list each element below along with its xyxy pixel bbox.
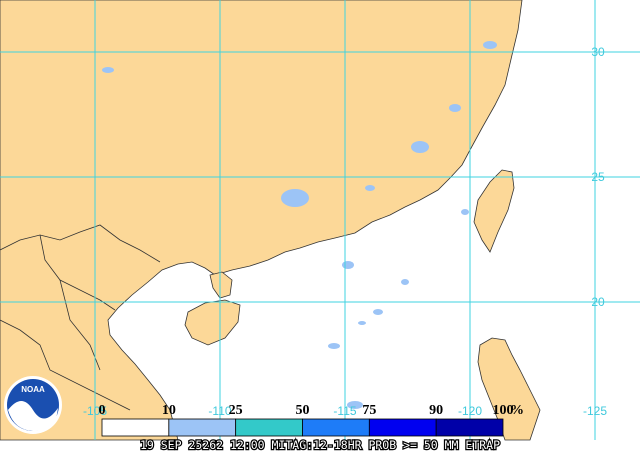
graticule: 30 25 20 -105 -110 -115 -120 -125 [0, 0, 640, 440]
lake [281, 189, 309, 207]
lon-label: -115 [333, 404, 356, 418]
rain-spot [373, 309, 383, 315]
lat-label: 30 [591, 45, 605, 59]
legend: 0 10 25 50 75 90 100% [99, 403, 524, 437]
rain-spot [328, 343, 340, 349]
rain-spot [461, 209, 469, 215]
legend-label: 50 [296, 403, 310, 418]
legend-label: 90 [429, 403, 443, 418]
logo-text: NOAA [21, 385, 45, 394]
logo-wave [8, 401, 58, 432]
legend-label: 100 [493, 403, 514, 418]
lon-label: -120 [458, 404, 482, 418]
legend-label: 25 [229, 403, 243, 418]
lake [365, 185, 375, 191]
lat-label: 25 [591, 170, 605, 184]
lake [483, 41, 497, 49]
legend-swatch [101, 418, 170, 437]
legend-swatch [302, 418, 370, 437]
legend-swatch [235, 418, 303, 437]
rain-spot [358, 321, 366, 325]
rain-spot [401, 279, 409, 285]
legend-label: 10 [162, 403, 176, 418]
lon-label: -110 [208, 404, 231, 418]
border-line [0, 224, 161, 263]
rain-spot [342, 261, 354, 269]
land [0, 0, 541, 441]
luzon [477, 337, 541, 441]
leizhou [209, 271, 233, 299]
lake [449, 104, 461, 112]
lon-label: -105 [83, 404, 107, 418]
hainan [184, 299, 241, 346]
rain-spot [347, 401, 363, 409]
legend-swatch [368, 418, 437, 437]
caption: 19 SEP 25262 12:00 MITAG:12-18HR PROB >=… [140, 438, 500, 452]
lon-label: -125 [583, 404, 607, 418]
border-line [0, 319, 131, 411]
water-features [102, 41, 497, 409]
lat-label: 20 [591, 295, 605, 309]
lake [411, 141, 429, 153]
taiwan [473, 169, 515, 253]
mainland [0, 0, 523, 441]
legend-label: 75 [362, 403, 376, 418]
legend-swatch [435, 418, 504, 437]
lake [102, 67, 114, 73]
legend-label: 0 [99, 403, 106, 418]
legend-unit: % [510, 403, 524, 418]
legend-swatch [168, 418, 237, 437]
logo: NOAA [4, 376, 62, 434]
